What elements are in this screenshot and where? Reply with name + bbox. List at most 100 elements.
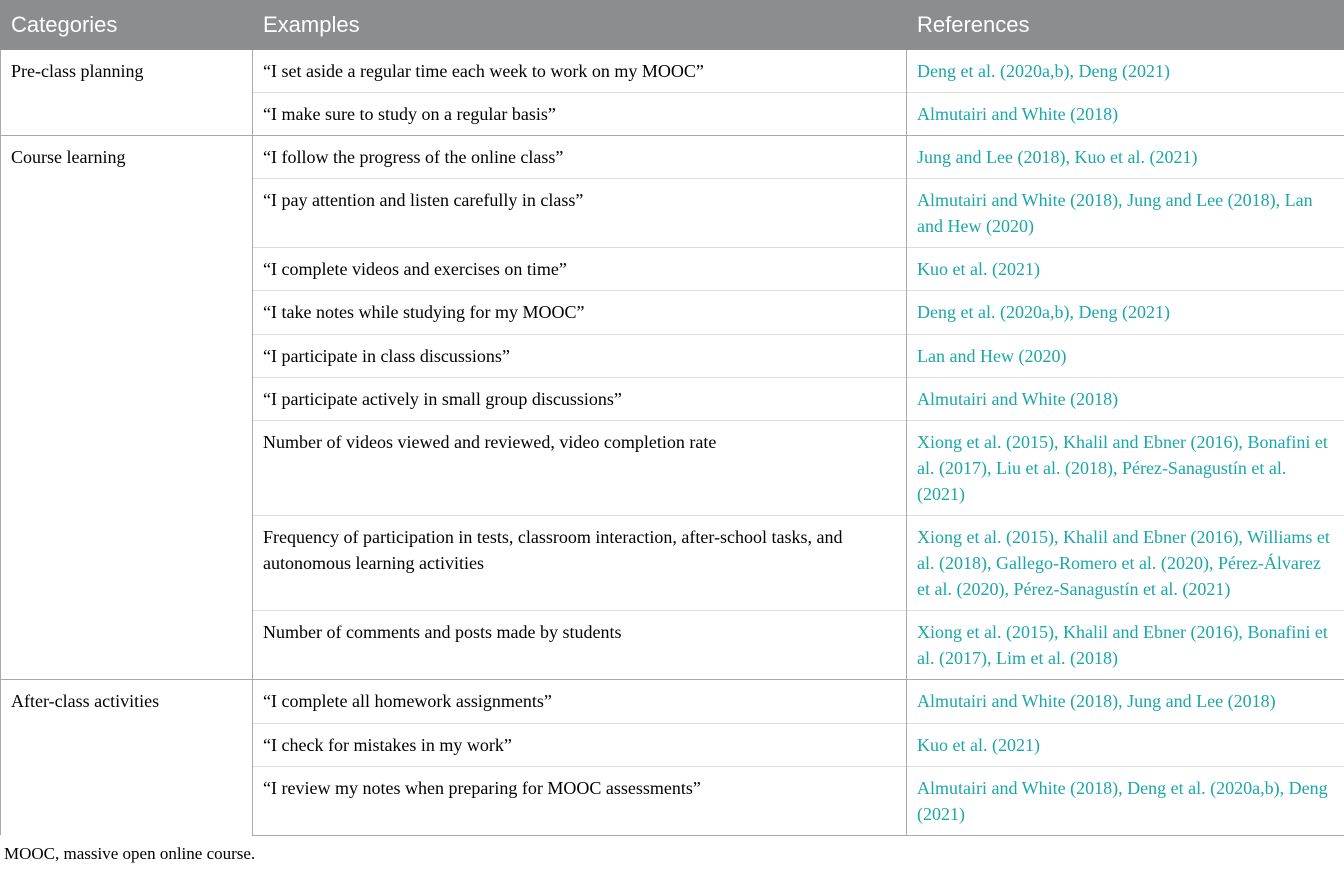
references-cell: Almutairi and White (2018), Deng et al. … bbox=[907, 766, 1344, 835]
reference-text: Khalil and Ebner ( bbox=[1063, 527, 1196, 547]
table-row: Pre-class planning“I set aside a regular… bbox=[1, 49, 1344, 92]
category-cell: After-class activities bbox=[1, 680, 253, 835]
reference-link[interactable]: 2018 bbox=[1071, 458, 1107, 478]
reference-text: Almutairi and White ( bbox=[917, 691, 1076, 711]
reference-text: Kuo et al. ( bbox=[917, 259, 998, 279]
reference-text: ) bbox=[1112, 389, 1118, 409]
reference-text: ), bbox=[1112, 691, 1127, 711]
reference-text: Deng et al. ( bbox=[917, 302, 1006, 322]
example-cell: “I participate in class discussions” bbox=[253, 334, 907, 377]
reference-link[interactable]: 2021 bbox=[1188, 579, 1224, 599]
header-examples: Examples bbox=[253, 1, 907, 50]
reference-link[interactable]: 2018 bbox=[1234, 691, 1270, 711]
reference-link[interactable]: 2015 bbox=[1012, 527, 1048, 547]
reference-link[interactable]: 2015 bbox=[1012, 622, 1048, 642]
references-cell: Kuo et al. (2021) bbox=[907, 248, 1344, 291]
references-cell: Deng et al. (2020a,b), Deng (2021) bbox=[907, 291, 1344, 334]
categories-table: Categories Examples References Pre-class… bbox=[0, 0, 1344, 836]
reference-text: ), bbox=[1232, 432, 1247, 452]
example-cell: Number of comments and posts made by stu… bbox=[253, 611, 907, 680]
reference-link[interactable]: 2021 bbox=[923, 484, 959, 504]
reference-text: Jung and Lee ( bbox=[1127, 691, 1233, 711]
reference-text: ), bbox=[981, 553, 996, 573]
references-cell: Kuo et al. (2021) bbox=[907, 723, 1344, 766]
reference-link[interactable]: 2021 bbox=[923, 804, 959, 824]
reference-link[interactable]: 2021 bbox=[1155, 147, 1191, 167]
reference-text: Deng et al. ( bbox=[1127, 778, 1216, 798]
reference-link[interactable]: 2018 bbox=[1076, 778, 1112, 798]
reference-link[interactable]: 2018 bbox=[1076, 691, 1112, 711]
reference-link[interactable]: 2016 bbox=[1196, 432, 1232, 452]
reference-link[interactable]: 2021 bbox=[998, 735, 1034, 755]
reference-link[interactable]: 2021 bbox=[998, 259, 1034, 279]
reference-link[interactable]: 2020a bbox=[1216, 778, 1260, 798]
reference-link[interactable]: 2020a bbox=[1006, 302, 1050, 322]
table-header-row: Categories Examples References bbox=[1, 1, 1344, 50]
reference-text: ), bbox=[1048, 432, 1063, 452]
reference-link[interactable]: 2021 bbox=[1128, 61, 1164, 81]
header-categories: Categories bbox=[1, 1, 253, 50]
reference-text: ), bbox=[1063, 61, 1078, 81]
reference-link[interactable]: 2017 bbox=[945, 648, 981, 668]
table-row: After-class activities“I complete all ho… bbox=[1, 680, 1344, 723]
table-footnote: MOOC, massive open online course. bbox=[0, 836, 1344, 873]
reference-text: Deng ( bbox=[1078, 61, 1127, 81]
example-cell: Frequency of participation in tests, cla… bbox=[253, 516, 907, 611]
reference-text: ) bbox=[1060, 346, 1066, 366]
references-cell: Almutairi and White (2018) bbox=[907, 92, 1344, 135]
reference-link[interactable]: 2017 bbox=[945, 458, 981, 478]
reference-link[interactable]: 2016 bbox=[1196, 622, 1232, 642]
references-cell: Xiong et al. (2015), Khalil and Ebner (2… bbox=[907, 516, 1344, 611]
reference-link[interactable]: 2015 bbox=[1012, 432, 1048, 452]
reference-link[interactable]: 2018 bbox=[1076, 389, 1112, 409]
reference-link[interactable]: 2018 bbox=[1076, 648, 1112, 668]
example-cell: Number of videos viewed and reviewed, vi… bbox=[253, 420, 907, 515]
references-cell: Almutairi and White (2018), Jung and Lee… bbox=[907, 680, 1344, 723]
reference-text: Gallego-Romero et al. ( bbox=[996, 553, 1167, 573]
reference-text: ), bbox=[1059, 147, 1074, 167]
references-cell: Lan and Hew (2020) bbox=[907, 334, 1344, 377]
reference-link[interactable]: 2020 bbox=[1167, 553, 1203, 573]
reference-text: Deng et al. ( bbox=[917, 61, 1006, 81]
reference-text: Liu et al. ( bbox=[996, 458, 1071, 478]
reference-link[interactable]: 2018 bbox=[945, 553, 981, 573]
reference-text: Almutairi and White ( bbox=[917, 104, 1076, 124]
reference-text: Almutairi and White ( bbox=[917, 389, 1076, 409]
reference-text: ), bbox=[1203, 553, 1218, 573]
reference-text: ), bbox=[1274, 778, 1289, 798]
reference-text: Deng ( bbox=[1078, 302, 1127, 322]
example-cell: “I set aside a regular time each week to… bbox=[253, 49, 907, 92]
example-cell: “I review my notes when preparing for MO… bbox=[253, 766, 907, 835]
reference-text: Lan and Hew ( bbox=[917, 346, 1024, 366]
reference-text: Almutairi and White ( bbox=[917, 190, 1076, 210]
reference-link[interactable]: 2018 bbox=[1076, 190, 1112, 210]
reference-text: ) bbox=[1270, 691, 1276, 711]
reference-text: ), bbox=[1107, 458, 1122, 478]
reference-text: ), bbox=[1048, 622, 1063, 642]
reference-link[interactable]: 2018 bbox=[1076, 104, 1112, 124]
reference-link[interactable]: 2018 bbox=[1023, 147, 1059, 167]
reference-text: ), bbox=[981, 648, 996, 668]
reference-text: ) bbox=[1164, 61, 1170, 81]
reference-text: Xiong et al. ( bbox=[917, 432, 1012, 452]
reference-link[interactable]: b bbox=[1265, 778, 1274, 798]
reference-text: ) bbox=[959, 804, 965, 824]
category-cell: Pre-class planning bbox=[1, 49, 253, 135]
reference-link[interactable]: 2020 bbox=[992, 216, 1028, 236]
reference-text: ), bbox=[981, 458, 996, 478]
reference-link[interactable]: 2021 bbox=[1128, 302, 1164, 322]
example-cell: “I take notes while studying for my MOOC… bbox=[253, 291, 907, 334]
example-cell: “I participate actively in small group d… bbox=[253, 377, 907, 420]
reference-link[interactable]: 2020 bbox=[962, 579, 998, 599]
reference-text: ), bbox=[1270, 190, 1285, 210]
reference-text: ) bbox=[1112, 648, 1118, 668]
reference-text: Xiong et al. ( bbox=[917, 527, 1012, 547]
reference-link[interactable]: 2020a bbox=[1006, 61, 1050, 81]
references-cell: Deng et al. (2020a,b), Deng (2021) bbox=[907, 49, 1344, 92]
reference-link[interactable]: 2016 bbox=[1196, 527, 1232, 547]
reference-text: ) bbox=[1164, 302, 1170, 322]
reference-text: ) bbox=[1034, 735, 1040, 755]
reference-link[interactable]: 2018 bbox=[1234, 190, 1270, 210]
reference-text: ), bbox=[1232, 527, 1247, 547]
reference-link[interactable]: 2020 bbox=[1024, 346, 1060, 366]
